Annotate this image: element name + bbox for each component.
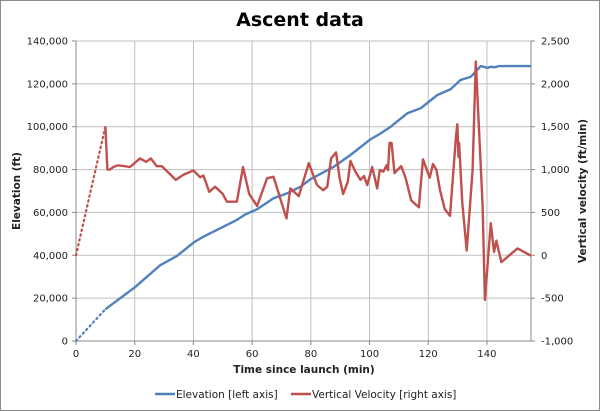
legend-label-elevation: Elevation [left axis] (176, 389, 278, 401)
x-tick-label: 80 (304, 349, 317, 360)
y-right-tick-label: 1,000 (541, 165, 570, 176)
x-axis-label: Time since launch (min) (233, 364, 374, 376)
y-left-tick-label: 20,000 (33, 294, 68, 305)
series-layer (74, 60, 532, 343)
vertical-velocity-dotted-line (74, 125, 107, 257)
y-right-tick-label: 2,000 (541, 79, 570, 90)
x-tick-label: 40 (187, 349, 200, 360)
y-right-tick-label: 2,500 (541, 37, 570, 48)
y-right-tick-label: 500 (541, 208, 560, 219)
y-left-tick-label: 0 (62, 337, 68, 348)
y-right-tick-label: -1,000 (541, 337, 573, 348)
y-right-tick-label: 1,500 (541, 122, 570, 133)
y-left-tick-label: 80,000 (33, 165, 68, 176)
chart-title: Ascent data (236, 9, 364, 31)
legend-label-vertical-velocity: Vertical Velocity [right axis] (312, 389, 456, 401)
y-right-tick-label: 0 (541, 251, 547, 262)
y-left-tick-label: 120,000 (27, 79, 68, 90)
legend: Elevation [left axis] Vertical Velocity … (155, 389, 456, 401)
x-tick-label: 60 (246, 349, 259, 360)
vertical-velocity-line (104, 60, 532, 302)
y-left-tick-label: 100,000 (27, 122, 68, 133)
y-right-tick-label: -500 (541, 294, 564, 305)
x-tick-label: 100 (360, 349, 379, 360)
y-left-tick-label: 60,000 (33, 208, 68, 219)
x-tick-label: 20 (128, 349, 141, 360)
elevation-line (104, 64, 531, 311)
y-left-tick-label: 140,000 (27, 37, 68, 48)
elevation-dotted-line (74, 308, 107, 343)
y-left-tick-label: 40,000 (33, 251, 68, 262)
x-tick-label: 0 (73, 349, 79, 360)
axes: 0 20,000 40,000 60,000 80,000 100,000 120,000 1… (27, 37, 574, 361)
x-tick-label: 140 (477, 349, 496, 360)
x-tick-label: 120 (419, 349, 438, 360)
y-left-axis-label: Elevation (ft) (11, 152, 23, 230)
y-right-axis-label: Vertical velocity (ft/min) (577, 119, 589, 263)
